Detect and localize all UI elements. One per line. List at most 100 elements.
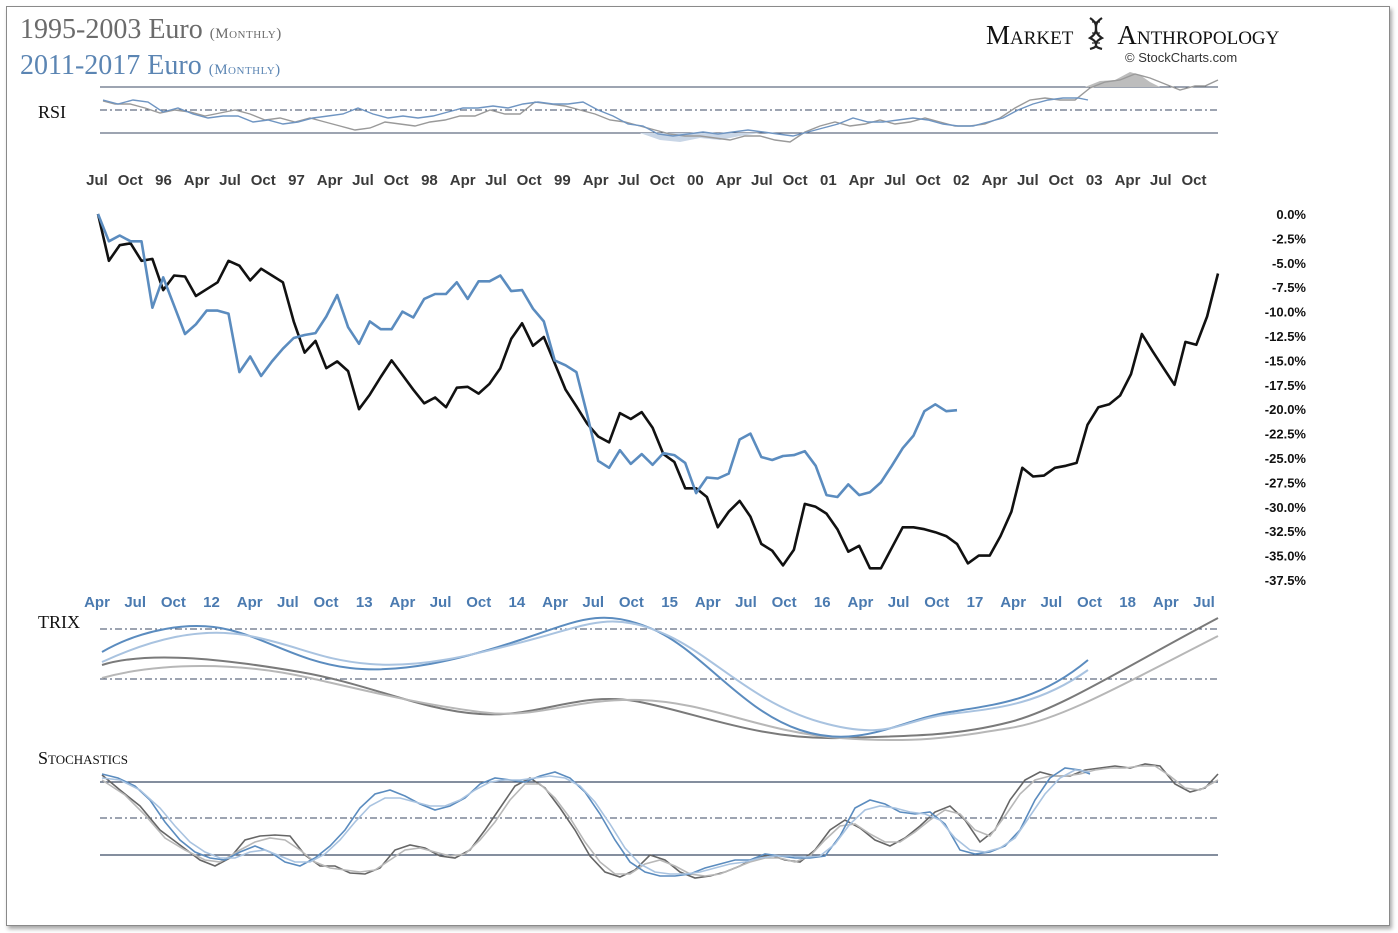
bottom-x-tick-label: Jul — [1193, 594, 1215, 611]
rsi-line-1995 — [102, 73, 1219, 143]
bottom-x-tick-label: 13 — [356, 594, 373, 611]
bottom-x-tick-label: Apr — [1153, 594, 1179, 611]
bottom-x-axis: Apr Jul Oct 12 Apr Jul Oct 13 Apr Jul Oct 14 Apr Jul O… — [84, 594, 1215, 611]
trix-label: TRIX — [38, 612, 80, 632]
dna-helix-icon — [1087, 17, 1105, 50]
bottom-x-tick-label: Apr — [542, 594, 568, 611]
top-x-tick-label: Jul — [485, 172, 507, 189]
bottom-x-tick-label: Oct — [619, 594, 644, 611]
y-tick-label: -30.0% — [1265, 500, 1307, 515]
bottom-x-tick-label: Apr — [1000, 594, 1026, 611]
y-tick-label: -25.0% — [1265, 451, 1307, 466]
top-x-tick-label: Apr — [184, 172, 210, 189]
y-tick-label: -5.0% — [1272, 256, 1306, 271]
top-x-tick-label: Apr — [583, 172, 609, 189]
y-tick-label: -35.0% — [1265, 549, 1307, 564]
y-tick-label: 0.0% — [1276, 207, 1306, 222]
bottom-x-tick-label: Apr — [84, 594, 110, 611]
top-x-tick-label: Jul — [86, 172, 108, 189]
top-x-tick-label: Apr — [317, 172, 343, 189]
title-2011-2017: 2011-2017 Euro (Monthly) — [20, 50, 281, 82]
y-tick-label: -17.5% — [1265, 378, 1307, 393]
stockcharts-credit: © StockCharts.com — [1125, 50, 1238, 65]
title-b-sub: (Monthly) — [208, 62, 281, 78]
top-x-tick-label: Oct — [384, 172, 409, 189]
top-x-tick-label: Oct — [251, 172, 276, 189]
trix-panel — [100, 616, 1219, 742]
top-x-tick-label: Jul — [751, 172, 773, 189]
title-b-main: 2011-2017 Euro — [20, 50, 202, 81]
y-tick-label: -15.0% — [1265, 353, 1307, 368]
top-x-tick-label: Jul — [352, 172, 374, 189]
top-x-tick-label: 97 — [288, 172, 305, 189]
top-x-tick-label: Oct — [650, 172, 675, 189]
bottom-x-tick-label: Apr — [237, 594, 263, 611]
y-tick-label: -27.5% — [1265, 475, 1307, 490]
top-x-tick-label: Oct — [1181, 172, 1206, 189]
rsi-line-2011 — [102, 97, 1089, 137]
bottom-x-tick-label: Oct — [924, 594, 949, 611]
bottom-x-tick-label: Oct — [772, 594, 797, 611]
top-x-tick-label: 02 — [953, 172, 970, 189]
top-x-tick-label: Apr — [1115, 172, 1141, 189]
top-x-tick-label: Jul — [1017, 172, 1039, 189]
main-price-panel: 0.0% -2.5% -5.0% -7.5% -10.0% -12.5% -15.0% -17… — [96, 207, 1307, 588]
stoch-d-1995 — [101, 765, 1219, 877]
trix-line-1995 — [101, 635, 1219, 742]
chart-frame — [6, 6, 1390, 926]
top-x-tick-label: Oct — [517, 172, 542, 189]
trix-signal-1995 — [101, 617, 1219, 740]
title-a-main: 1995-2003 Euro — [20, 14, 203, 45]
bottom-x-tick-label: 12 — [203, 594, 220, 611]
bottom-x-tick-label: 16 — [814, 594, 831, 611]
bottom-x-tick-label: Oct — [466, 594, 491, 611]
stochastics-label: Stochastics — [38, 748, 128, 768]
bottom-x-tick-label: Jul — [888, 594, 910, 611]
bottom-x-tick-label: Jul — [735, 594, 757, 611]
top-x-axis: Jul Oct 96 Apr Jul Oct 97 Apr Jul Oct 98 Apr Jul Oct 9… — [86, 172, 1206, 189]
y-tick-label: -22.5% — [1265, 427, 1307, 442]
stoch-d-2011 — [101, 769, 1091, 875]
brand-left: Market — [986, 20, 1074, 50]
bottom-x-tick-label: Jul — [277, 594, 299, 611]
bottom-x-tick-label: 14 — [509, 594, 526, 611]
brand-logo: Market Anthropology — [986, 16, 1279, 51]
top-x-tick-label: 98 — [421, 172, 438, 189]
top-x-tick-label: Apr — [450, 172, 476, 189]
top-x-tick-label: 01 — [820, 172, 837, 189]
bottom-x-tick-label: Jul — [430, 594, 452, 611]
bottom-x-tick-label: 15 — [661, 594, 678, 611]
y-tick-label: -37.5% — [1265, 573, 1307, 588]
y-tick-label: -2.5% — [1272, 231, 1306, 246]
brand-right: Anthropology — [1117, 20, 1280, 50]
stochastics-panel — [100, 763, 1219, 879]
rsi-label: RSI — [38, 102, 67, 122]
trix-line-2011 — [101, 620, 1089, 732]
rsi-panel — [100, 72, 1219, 143]
top-x-tick-label: Oct — [118, 172, 143, 189]
top-x-tick-label: Jul — [618, 172, 640, 189]
top-x-tick-label: 03 — [1086, 172, 1103, 189]
y-tick-label: -12.5% — [1265, 329, 1307, 344]
bottom-x-tick-label: 18 — [1119, 594, 1136, 611]
y-axis: 0.0% -2.5% -5.0% -7.5% -10.0% -12.5% -15.0% -17… — [1265, 207, 1307, 588]
bottom-x-tick-label: Oct — [161, 594, 186, 611]
top-x-tick-label: 00 — [687, 172, 704, 189]
title-1995-2003: 1995-2003 Euro (Monthly) — [20, 14, 282, 46]
top-x-tick-label: Apr — [982, 172, 1008, 189]
bottom-x-tick-label: Oct — [314, 594, 339, 611]
top-x-tick-label: Oct — [1049, 172, 1074, 189]
top-x-tick-label: Oct — [916, 172, 941, 189]
series-2011-2017-euro — [96, 213, 958, 499]
top-x-tick-label: Jul — [1150, 172, 1172, 189]
top-x-tick-label: 96 — [155, 172, 172, 189]
bottom-x-tick-label: Apr — [848, 594, 874, 611]
bottom-x-tick-label: Apr — [695, 594, 721, 611]
top-x-tick-label: Apr — [849, 172, 875, 189]
top-x-tick-label: Oct — [783, 172, 808, 189]
top-x-tick-label: Apr — [716, 172, 742, 189]
y-tick-label: -20.0% — [1265, 402, 1307, 417]
y-tick-label: -7.5% — [1272, 280, 1306, 295]
bottom-x-tick-label: Apr — [389, 594, 415, 611]
